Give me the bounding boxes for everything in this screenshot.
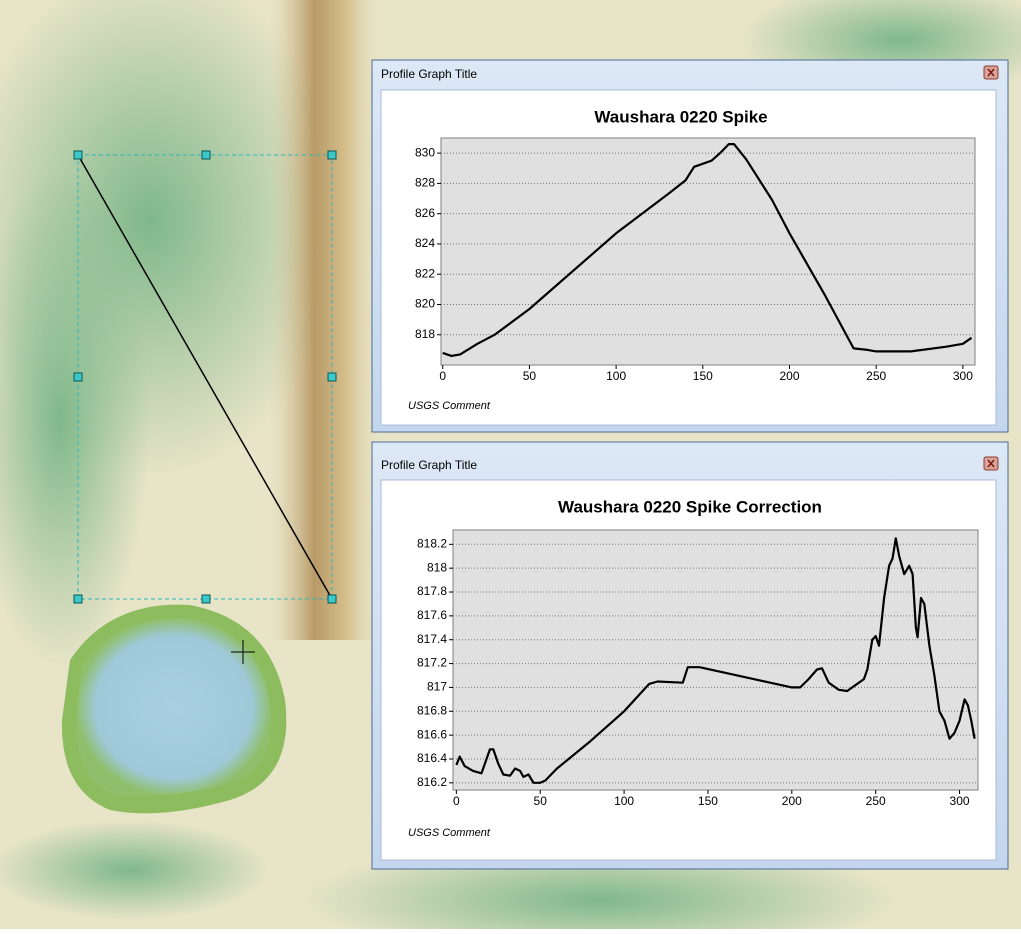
y-tick-label: 817 bbox=[427, 680, 447, 694]
y-tick-label: 817.4 bbox=[417, 632, 447, 646]
window-title: Profile Graph Title bbox=[381, 458, 477, 472]
y-tick-label: 820 bbox=[415, 297, 435, 311]
x-tick-label: 150 bbox=[698, 794, 718, 808]
y-tick-label: 822 bbox=[415, 266, 435, 280]
chart: Waushara 0220 Spike Correction USGS Comme… bbox=[408, 497, 978, 838]
window: Profile Graph Title Waushara 0220 Spike U… bbox=[372, 60, 1008, 432]
chart-title: Waushara 0220 Spike bbox=[594, 107, 767, 126]
y-tick-label: 816.2 bbox=[417, 775, 447, 789]
x-tick-label: 250 bbox=[866, 369, 886, 383]
x-tick-label: 50 bbox=[534, 794, 548, 808]
window: Profile Graph Title Waushara 0220 Spike … bbox=[372, 442, 1008, 869]
chart-comment: USGS Comment bbox=[408, 400, 491, 412]
chart-title: Waushara 0220 Spike Correction bbox=[558, 497, 822, 516]
plot-area bbox=[453, 530, 978, 790]
x-tick-label: 0 bbox=[453, 794, 460, 808]
y-tick-label: 817.6 bbox=[417, 608, 447, 622]
y-tick-label: 816.4 bbox=[417, 751, 447, 765]
y-tick-label: 830 bbox=[415, 145, 435, 159]
y-tick-label: 826 bbox=[415, 206, 435, 220]
y-tick-label: 816.6 bbox=[417, 727, 447, 741]
x-tick-label: 0 bbox=[439, 369, 446, 383]
plot-area bbox=[441, 138, 975, 365]
y-tick-label: 818.2 bbox=[417, 536, 447, 550]
y-tick-label: 817.2 bbox=[417, 656, 447, 670]
x-tick-label: 100 bbox=[606, 369, 626, 383]
y-tick-label: 817.8 bbox=[417, 584, 447, 598]
x-tick-label: 200 bbox=[779, 369, 799, 383]
x-tick-label: 100 bbox=[614, 794, 634, 808]
y-tick-label: 818 bbox=[427, 560, 447, 574]
window-title: Profile Graph Title bbox=[381, 67, 477, 81]
y-tick-label: 818 bbox=[415, 327, 435, 341]
screen: Profile Graph Title Waushara 0220 Spike U… bbox=[0, 0, 1021, 929]
x-tick-label: 50 bbox=[523, 369, 537, 383]
y-tick-label: 816.8 bbox=[417, 703, 447, 717]
chart-comment: USGS Comment bbox=[408, 827, 491, 839]
y-tick-label: 828 bbox=[415, 176, 435, 190]
x-tick-label: 300 bbox=[953, 369, 973, 383]
x-tick-label: 300 bbox=[950, 794, 970, 808]
x-tick-label: 200 bbox=[782, 794, 802, 808]
y-tick-label: 824 bbox=[415, 236, 435, 250]
x-tick-label: 250 bbox=[866, 794, 886, 808]
x-tick-label: 150 bbox=[693, 369, 713, 383]
